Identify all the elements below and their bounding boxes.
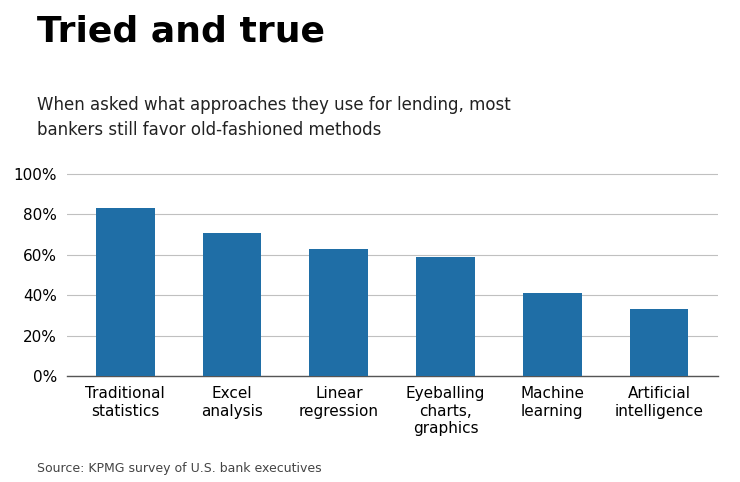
Text: Tried and true: Tried and true [37,14,325,49]
Bar [96,208,155,376]
Text: When asked what approaches they use for lending, most
bankers still favor old-fa: When asked what approaches they use for … [37,96,511,139]
Bar [416,257,475,376]
Bar [309,249,369,376]
Bar [203,232,261,376]
Text: Source: KPMG survey of U.S. bank executives: Source: KPMG survey of U.S. bank executi… [37,462,322,475]
Bar [630,309,688,376]
Bar [523,293,582,376]
